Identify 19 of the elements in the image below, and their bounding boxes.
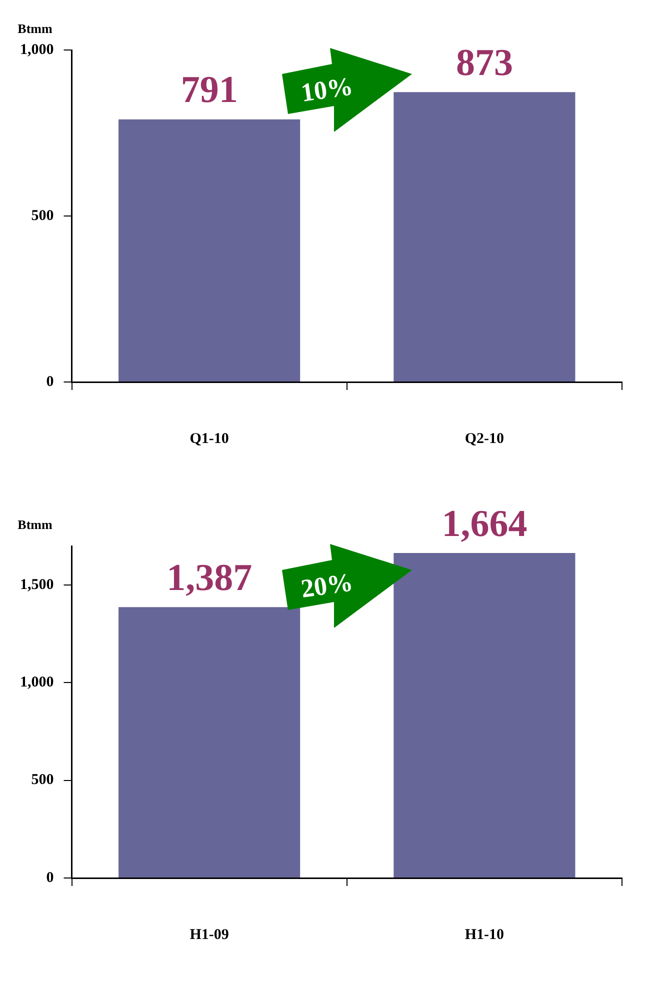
y-axis-title: Btmm	[18, 20, 52, 36]
data-label: 1,664	[442, 502, 528, 545]
x-tick-label: Q1-10	[190, 430, 229, 447]
y-tick-label: 500	[31, 208, 54, 224]
y-tick-label: 0	[46, 374, 54, 390]
y-tick-label: 500	[31, 772, 54, 788]
data-label: 873	[456, 42, 513, 84]
annotation: 10%	[299, 72, 355, 108]
y-tick-label: 1,500	[20, 576, 54, 593]
y-axis-title: Btmm	[18, 516, 52, 532]
y-tick-label: 0	[46, 870, 54, 886]
annotation: 20%	[299, 568, 355, 604]
data-label: 1,387	[166, 556, 252, 599]
y-tick-label: 1,000	[20, 42, 54, 58]
x-tick-label: Q2-10	[464, 430, 504, 447]
x-tick-label: H1-09	[190, 926, 229, 943]
y-tick-label: 1,000	[20, 674, 54, 691]
x-tick-label: H1-10	[464, 926, 504, 943]
data-label: 791	[180, 69, 238, 112]
